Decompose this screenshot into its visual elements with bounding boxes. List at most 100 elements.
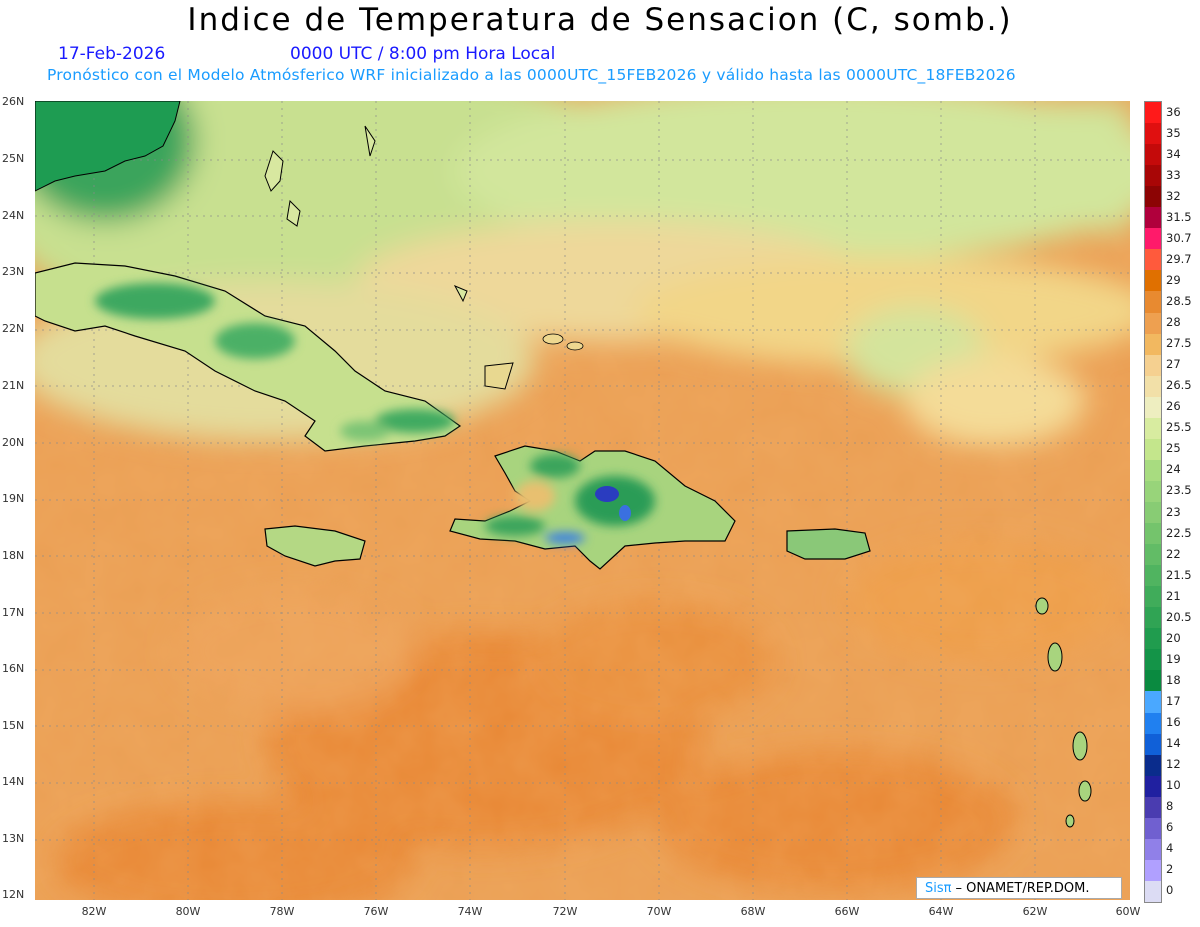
- colorbar-label: 22.5: [1166, 525, 1192, 540]
- lat-label: 16N: [2, 662, 25, 675]
- lat-lon-grid: [35, 101, 1130, 900]
- hispaniola-landmass: [449, 445, 736, 570]
- forecast-date: 17-Feb-2026: [58, 44, 166, 64]
- colorbar-segment: [1145, 544, 1161, 566]
- colorbar-label: 10: [1166, 778, 1181, 793]
- colorbar-label: 14: [1166, 736, 1181, 751]
- colorbar-segment: [1145, 312, 1161, 335]
- colorbar-segment: [1145, 670, 1161, 692]
- colorbar-label: 21.5: [1166, 567, 1192, 582]
- colorbar-label: 22: [1166, 546, 1181, 561]
- colorbar-segment: [1145, 438, 1161, 461]
- colorbar-label: 2: [1166, 862, 1174, 877]
- colorbar-label: 6: [1166, 820, 1174, 835]
- credit-box: Sisπ – ONAMET/REP.DOM.: [916, 877, 1122, 899]
- lon-label: 72W: [552, 905, 578, 918]
- colorbar-label: 25.5: [1166, 420, 1192, 435]
- turks-caicos: [542, 333, 584, 351]
- lat-label: 23N: [2, 265, 25, 278]
- forecast-time: 0000 UTC / 8:00 pm Hora Local: [290, 44, 556, 64]
- colorbar-segment: [1145, 838, 1161, 861]
- colorbar-segment: [1145, 796, 1161, 819]
- colorbar-label: 29.7: [1166, 251, 1192, 266]
- colorbar-segment: [1145, 565, 1161, 587]
- jamaica-landmass: [264, 525, 366, 567]
- lon-label: 80W: [175, 905, 201, 918]
- colorbar-segment: [1145, 586, 1161, 608]
- lat-label: 12N: [2, 888, 25, 901]
- lon-label: 70W: [646, 905, 672, 918]
- colorbar-label: 34: [1166, 146, 1181, 161]
- colorbar-segment: [1145, 649, 1161, 671]
- lon-label: 66W: [834, 905, 860, 918]
- colorbar-label: 19: [1166, 651, 1181, 666]
- colorbar-label: 20: [1166, 630, 1181, 645]
- sispi-logo: Sisπ: [925, 880, 952, 896]
- colorbar-segment: [1145, 733, 1161, 756]
- lon-label: 76W: [363, 905, 389, 918]
- colorbar-label: 26.5: [1166, 378, 1192, 393]
- model-description: Pronóstico con el Modelo Atmósferico WRF…: [47, 66, 1016, 84]
- colorbar-segment: [1145, 249, 1161, 271]
- colorbar-label: 27: [1166, 357, 1181, 372]
- colorbar-segment: [1145, 459, 1161, 482]
- colorbar-label: 26: [1166, 399, 1181, 414]
- colorbar-segment: [1145, 880, 1161, 903]
- colorbar-segment: [1145, 354, 1161, 377]
- colorbar-segment: [1145, 207, 1161, 229]
- florida-landmass: [35, 101, 181, 192]
- colorbar-segment: [1145, 523, 1161, 545]
- colorbar-segment: [1145, 375, 1161, 398]
- lat-label: 26N: [2, 95, 25, 108]
- colorbar-segment: [1145, 817, 1161, 840]
- credit-text: – ONAMET/REP.DOM.: [955, 880, 1090, 896]
- colorbar-segment: [1145, 333, 1161, 356]
- colorbar-label: 17: [1166, 694, 1181, 708]
- map-title: Indice de Temperatura de Sensacion (C, s…: [187, 2, 1013, 38]
- lon-label: 78W: [269, 905, 295, 918]
- colorbar-label: 4: [1166, 841, 1174, 856]
- colorbar-label: 28.5: [1166, 294, 1192, 308]
- cuba-landmass: [35, 262, 462, 452]
- lat-label: 18N: [2, 549, 25, 562]
- colorbar-segment: [1145, 712, 1161, 735]
- colorbar-label: 23: [1166, 504, 1181, 519]
- colorbar-label: 16: [1166, 715, 1181, 730]
- colorbar-segment: [1145, 270, 1161, 292]
- lat-label: 17N: [2, 606, 25, 619]
- lat-label: 14N: [2, 775, 25, 788]
- colorbar-segment: [1145, 480, 1161, 503]
- lat-label: 24N: [2, 209, 25, 222]
- heat-index-map: [35, 101, 1130, 900]
- colorbar-segment: [1145, 186, 1161, 208]
- colorbar-segment: [1145, 102, 1161, 124]
- lon-label: 74W: [457, 905, 483, 918]
- puerto-rico-landmass: [786, 528, 871, 560]
- colorbar-segment: [1145, 417, 1161, 440]
- colorbar-label: 36: [1166, 104, 1181, 119]
- colorbar-label: 0: [1166, 883, 1174, 898]
- lesser-antilles: [1035, 597, 1092, 828]
- colorbar-label: 12: [1166, 757, 1181, 772]
- colorbar-label: 30.7: [1166, 230, 1192, 245]
- colorbar: [1144, 101, 1162, 903]
- colorbar-segment: [1145, 607, 1161, 629]
- colorbar-segment: [1145, 859, 1161, 882]
- colorbar-segment: [1145, 691, 1161, 714]
- colorbar-label: 21: [1166, 588, 1181, 603]
- colorbar-segment: [1145, 123, 1161, 145]
- colorbar-label: 28: [1166, 315, 1181, 330]
- lon-label: 68W: [740, 905, 766, 918]
- colorbar-segment: [1145, 228, 1161, 250]
- colorbar-label: 24: [1166, 462, 1181, 477]
- colorbar-label: 33: [1166, 167, 1181, 182]
- colorbar-label: 35: [1166, 125, 1181, 140]
- colorbar-label: 20.5: [1166, 609, 1192, 624]
- lat-label: 22N: [2, 322, 25, 335]
- colorbar-segment: [1145, 502, 1161, 524]
- colorbar-label: 8: [1166, 799, 1174, 814]
- colorbar-segment: [1145, 775, 1161, 798]
- colorbar-label: 31.5: [1166, 209, 1192, 224]
- colorbar-label: 23.5: [1166, 483, 1192, 498]
- colorbar-label: 25: [1166, 441, 1181, 456]
